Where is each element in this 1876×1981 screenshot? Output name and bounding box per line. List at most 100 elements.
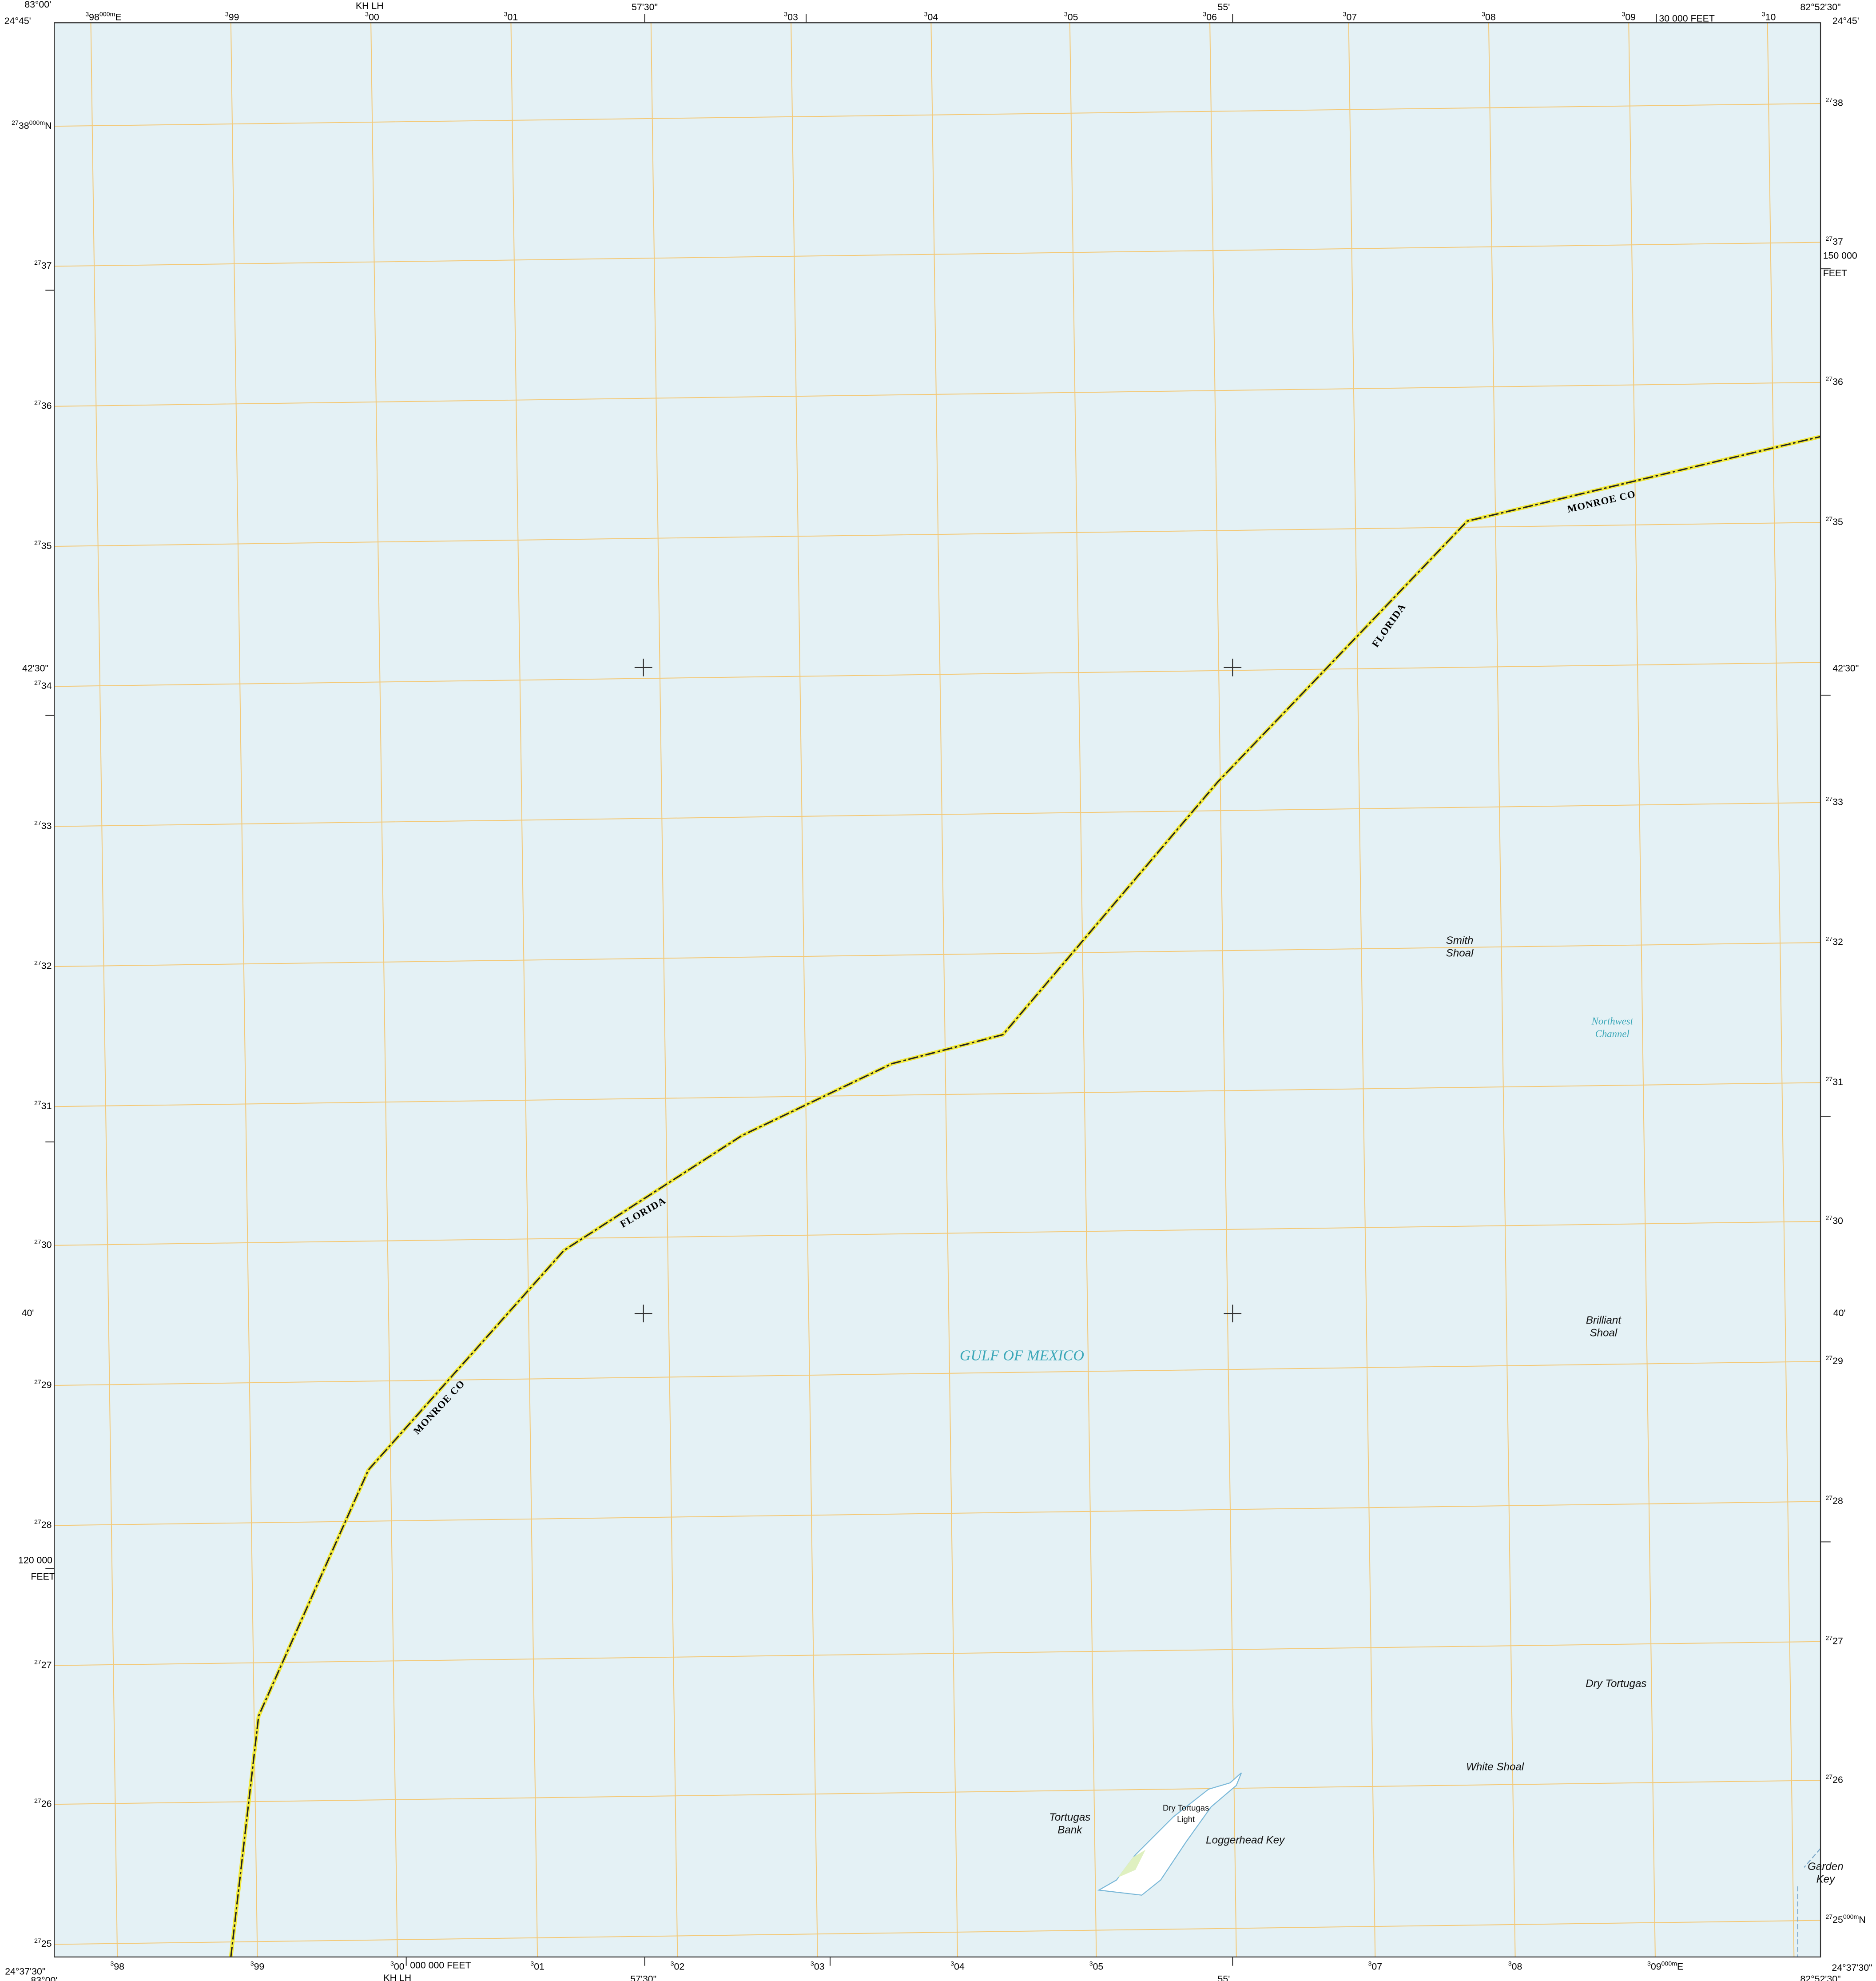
grid-label-part: 000m <box>1843 1914 1859 1921</box>
grid-line <box>1069 23 1097 1957</box>
margin-label: 55' <box>1218 1974 1230 1981</box>
margin-label: KH LH <box>383 1973 411 1981</box>
margin-label: 24°37'30" <box>5 1966 45 1977</box>
grid-label-part: 03 <box>814 1961 825 1972</box>
grid-label-part: 04 <box>927 12 938 23</box>
grid-label: 302 <box>671 1961 685 1972</box>
grid-label: 307 <box>1368 1961 1382 1972</box>
grid-label: 398 <box>110 1961 124 1972</box>
grid-label-part: 31 <box>41 1101 52 1111</box>
margin-label: 82°52'30" <box>1800 2 1840 12</box>
feature-label: Bank <box>1057 1824 1083 1836</box>
grid-label-part: 27 <box>34 400 41 407</box>
cross <box>634 658 1242 1323</box>
margin-label: 24°37'30" <box>1832 1962 1872 1973</box>
feature-label: Dry Tortugas <box>1586 1678 1646 1690</box>
grid-label-part: 30 <box>1832 1216 1843 1226</box>
grid-label-part: 28 <box>1832 1496 1843 1506</box>
margin-label: 150 000 <box>1823 250 1857 261</box>
feature-label: Smith <box>1446 935 1474 947</box>
grid-label-part: E <box>1677 1961 1683 1972</box>
grid-label: 308 <box>1482 11 1496 23</box>
grid-label: 2725 <box>34 1938 52 1949</box>
grid-label-part: 07 <box>1371 1961 1382 1972</box>
grid-label: 2731 <box>1825 1076 1843 1088</box>
grid-line <box>791 23 818 1957</box>
grid-label: 301 <box>504 11 518 23</box>
grid-line <box>1488 23 1516 1957</box>
grid-label: 2731 <box>34 1100 52 1112</box>
grid-label: 2736 <box>34 400 52 411</box>
margin-label: KH LH <box>356 0 384 11</box>
grid-label-part: 27 <box>34 1519 41 1526</box>
water-area <box>54 23 1821 1957</box>
grid-label-part: 3 <box>784 11 787 18</box>
grid-label: 303 <box>811 1961 825 1972</box>
grid-label-part: 3 <box>924 11 928 18</box>
grid-line <box>54 802 1821 827</box>
margin-label: 120 000 <box>18 1555 52 1566</box>
feature-label: GULF OF MEXICO <box>960 1347 1084 1364</box>
grid-label-part: 3 <box>1368 1961 1371 1968</box>
grid-line <box>370 23 398 1957</box>
grid-label-part: 27 <box>1825 376 1832 383</box>
neatline <box>54 22 1821 1958</box>
grid-label-part: 27 <box>1825 1495 1832 1502</box>
margin-label: 55' <box>1218 2 1230 12</box>
grid-label: 309 <box>1622 11 1636 23</box>
grid-label-part: 29 <box>1832 1356 1843 1366</box>
feature-label: Garden <box>1808 1861 1843 1873</box>
grid-label-part: 3 <box>1064 11 1068 18</box>
grid-label-part: 27 <box>41 1659 52 1670</box>
grid-label-part: 3 <box>85 11 89 18</box>
edge-ticks <box>45 14 1831 1966</box>
grid-label-part: 25 <box>41 1938 52 1949</box>
grid-label-part: 29 <box>41 1380 52 1390</box>
grid-label-part: 27 <box>34 680 41 687</box>
grid-line <box>54 662 1821 687</box>
grid-label: 2735 <box>34 540 52 551</box>
grid-label-part: 33 <box>41 820 52 831</box>
margin-label: 83°00' <box>24 0 51 10</box>
grid-label-part: 05 <box>1093 1961 1104 1972</box>
grid-line <box>54 103 1821 127</box>
margin-label: 42'30" <box>22 663 48 673</box>
grid-label: 2725000mN <box>1825 1914 1865 1925</box>
grid-label: 301 <box>530 1961 545 1972</box>
grid-label-part: 36 <box>1832 377 1843 387</box>
grid-label-part: 99 <box>229 12 239 23</box>
grid-label: 398000mE <box>85 11 121 23</box>
feature-label: Shoal <box>1590 1327 1618 1339</box>
county-boundary <box>230 436 1821 1957</box>
grid-label-part: 3 <box>1622 11 1625 18</box>
grid-label: 2738000mN <box>12 119 52 131</box>
feature-label: Light <box>1177 1814 1195 1824</box>
grid-label: 2732 <box>34 960 52 971</box>
grid-label: 2730 <box>34 1239 52 1250</box>
grid-label: 305 <box>1064 11 1078 23</box>
grid-label: 308 <box>1508 1961 1522 1972</box>
grid-label: 2726 <box>34 1798 52 1809</box>
grid-line <box>1767 23 1795 1957</box>
grid-label: 300 <box>390 1961 405 1972</box>
grid-label: 2734 <box>34 680 52 692</box>
shoreline <box>1797 1848 1821 1957</box>
grid-label-part: 27 <box>1825 1355 1832 1362</box>
grid-line <box>54 1082 1821 1107</box>
grid-label-part: 28 <box>41 1520 52 1530</box>
grid-label-part: 27 <box>34 1379 41 1386</box>
grid-label-part: 01 <box>534 1961 545 1972</box>
feature-label: Northwest <box>1591 1016 1634 1027</box>
grid-label-part: 26 <box>41 1798 52 1809</box>
grid-line <box>54 242 1821 267</box>
margin-label: 000 000 FEET <box>410 1960 471 1970</box>
feature-label: Shoal <box>1446 947 1474 959</box>
grid-label-part: 27 <box>34 960 41 967</box>
grid-label-part: 03 <box>787 12 798 23</box>
grid-label-part: 27 <box>1825 1774 1832 1781</box>
grid-label-part: 08 <box>1485 12 1496 23</box>
grid-label: 2733 <box>1825 796 1843 808</box>
grid-label-part: 27 <box>12 119 19 127</box>
grid-label-part: 3 <box>365 11 369 18</box>
grid-label: 2729 <box>34 1379 52 1390</box>
